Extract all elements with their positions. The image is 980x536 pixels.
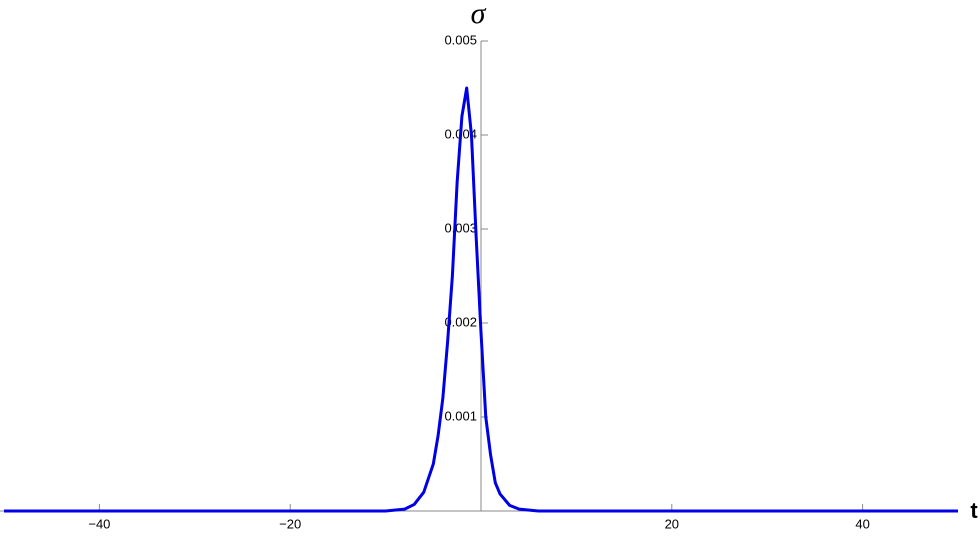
line (4, 86, 958, 513)
y-tick-label: 0.005 (444, 32, 477, 47)
y-axis-label: σ (471, 0, 487, 30)
x-tick-label: −20 (279, 516, 301, 531)
y-tick-label: 0.002 (444, 314, 477, 329)
x-tick-label: 20 (665, 516, 679, 531)
y-tick-label: 0.003 (444, 220, 477, 235)
x-axis-label: t (970, 498, 978, 523)
y-tick-label: 0.001 (444, 408, 477, 423)
x-tick-label: −40 (88, 516, 110, 531)
x-tick-label: 40 (855, 516, 869, 531)
